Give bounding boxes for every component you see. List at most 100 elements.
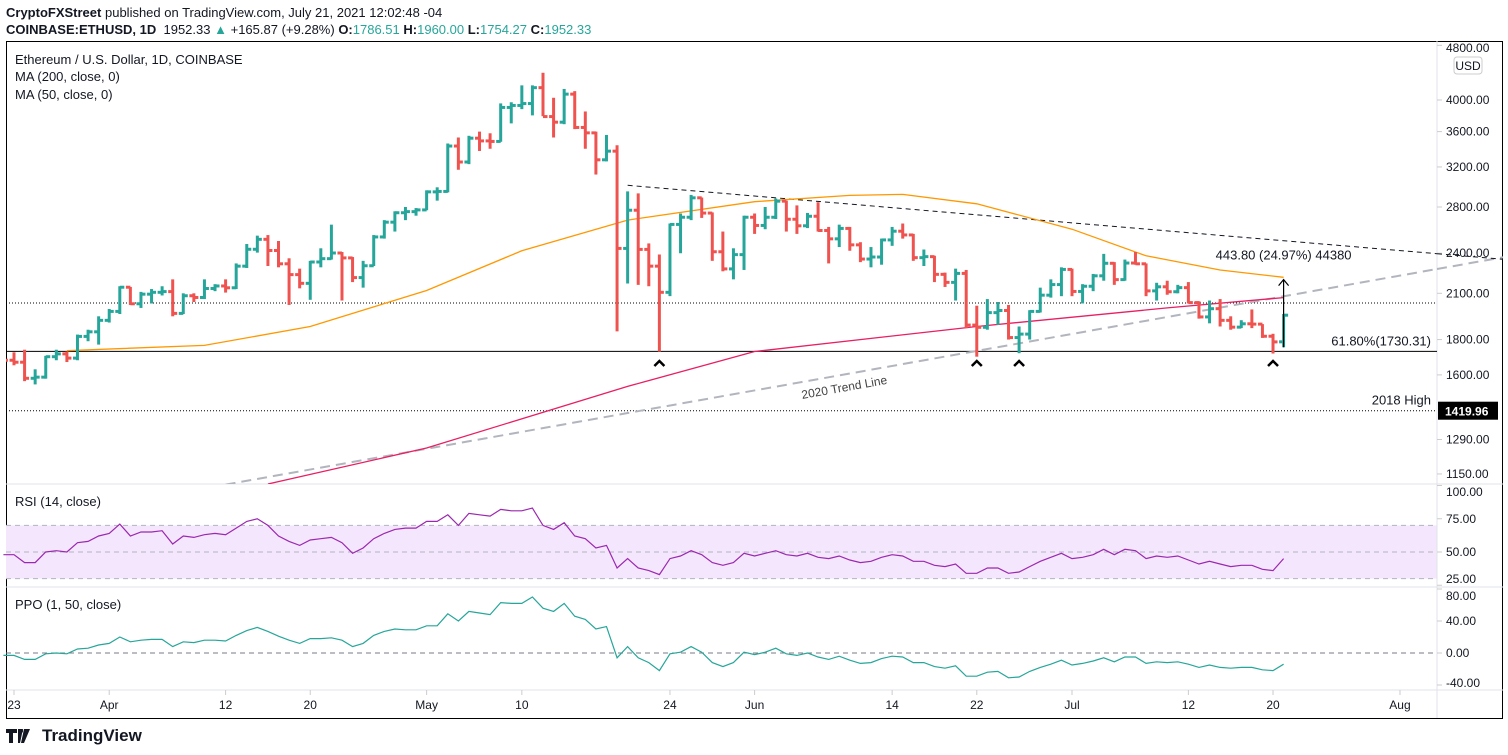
up-bar xyxy=(1056,267,1066,297)
down-bar xyxy=(221,279,231,293)
down-bar xyxy=(1194,301,1204,319)
rsi-tick-label: 100.00 xyxy=(1446,485,1483,499)
down-bar xyxy=(1067,267,1077,297)
up-bar xyxy=(422,190,432,212)
price-tick-label: 3200.00 xyxy=(1446,160,1490,174)
time-tick-label: Aug xyxy=(1389,698,1410,712)
down-bar xyxy=(453,137,463,170)
up-bar xyxy=(115,285,125,315)
up-bar xyxy=(369,235,379,268)
arrow-up-icon xyxy=(1278,278,1290,286)
ppo-tick-label: 40.00 xyxy=(1446,614,1476,628)
up-bar xyxy=(30,369,40,385)
up-bar xyxy=(1025,309,1035,340)
down-bar xyxy=(9,352,19,366)
resistance-trend-line-ext xyxy=(1436,253,1504,260)
down-bar xyxy=(845,226,855,251)
rsi-tick-label: 50.00 xyxy=(1446,545,1476,559)
down-bar xyxy=(62,351,72,363)
down-bar xyxy=(125,285,135,306)
up-bar xyxy=(1035,287,1045,313)
down-bar xyxy=(348,256,358,283)
symbol-info: COINBASE:ETHUSD, 1D 1952.33 ▲ +165.87 (+… xyxy=(6,22,591,37)
up-bar xyxy=(147,289,157,304)
price-tick-label: 1800.00 xyxy=(1446,333,1490,347)
up-bar xyxy=(1078,284,1088,304)
legend-rsi: RSI (14, close) xyxy=(15,494,101,509)
trend-line-2020-ext xyxy=(1436,256,1504,270)
close-value: 1952.33 xyxy=(544,22,592,37)
up-bar xyxy=(623,191,633,284)
up-bar xyxy=(517,85,527,110)
up-bar xyxy=(496,103,506,143)
down-bar xyxy=(972,305,982,357)
up-bar xyxy=(41,355,51,379)
down-bar xyxy=(855,242,865,263)
up-bar xyxy=(326,224,336,261)
close-label: C: xyxy=(530,22,545,37)
up-bar xyxy=(231,263,241,290)
up-bar xyxy=(1046,279,1056,298)
down-bar xyxy=(718,231,728,272)
time-tick-label: 20 xyxy=(1266,698,1280,712)
up-bar xyxy=(1120,259,1130,282)
time-tick-label: 22 xyxy=(970,698,984,712)
down-bar xyxy=(485,133,495,149)
publisher-name[interactable]: CryptoFXStreet xyxy=(6,5,102,20)
publish-info: CryptoFXStreet published on TradingView.… xyxy=(6,5,442,20)
legend-ppo: PPO (1, 50, close) xyxy=(15,597,121,612)
down-bar xyxy=(781,199,791,232)
up-bar xyxy=(1236,320,1246,329)
down-bar xyxy=(940,272,950,287)
down-bar xyxy=(898,223,908,239)
time-tick-label: 20 xyxy=(304,698,318,712)
up-bar xyxy=(199,279,209,300)
up-bar xyxy=(951,268,961,301)
up-bar xyxy=(83,329,93,342)
down-bar xyxy=(168,279,178,317)
down-bar xyxy=(263,235,273,267)
up-bar xyxy=(728,248,738,280)
down-bar xyxy=(1183,282,1193,305)
down-bar xyxy=(813,202,823,233)
open-label: O: xyxy=(338,22,353,37)
up-bar xyxy=(390,211,400,232)
down-bar xyxy=(824,226,834,264)
rsi-line xyxy=(3,507,1285,576)
down-bar xyxy=(538,72,548,119)
down-bar xyxy=(1162,280,1172,295)
currency-badge[interactable] xyxy=(1453,56,1483,75)
down-bar xyxy=(654,254,664,352)
time-tick-label: Jun xyxy=(745,698,764,712)
up-bar xyxy=(601,134,611,162)
up-bar xyxy=(210,284,220,292)
time-tick-label: May xyxy=(415,698,438,712)
last-price: 1952.33 xyxy=(163,22,211,37)
up-bar xyxy=(1014,326,1024,354)
caret-up-icon xyxy=(1267,359,1279,367)
down-bar xyxy=(961,269,971,329)
up-bar xyxy=(686,194,696,221)
down-bar xyxy=(1004,304,1014,340)
down-bar xyxy=(1141,262,1151,297)
tradingview-logo[interactable]: TradingView xyxy=(6,726,142,746)
up-bar xyxy=(400,207,410,221)
ppo-tick-label: -40.00 xyxy=(1446,676,1480,690)
up-bar xyxy=(443,143,453,193)
price-tick-label: 2400.00 xyxy=(1446,246,1490,260)
up-bar xyxy=(834,224,844,248)
ppo-tick-label: 0.00 xyxy=(1446,646,1470,660)
price-tick-label: 4800.00 xyxy=(1446,41,1490,55)
price-tick-label: 2800.00 xyxy=(1446,200,1490,214)
up-bar xyxy=(51,349,61,361)
up-bar xyxy=(379,220,389,239)
up-bar xyxy=(1205,300,1215,324)
down-bar xyxy=(644,243,654,287)
up-bar xyxy=(411,208,421,216)
low-label: L: xyxy=(467,22,481,37)
down-bar xyxy=(1257,322,1267,338)
horizontal-line-label: 2018 High xyxy=(1372,393,1431,408)
up-bar xyxy=(1152,282,1162,301)
down-bar xyxy=(1215,299,1225,327)
